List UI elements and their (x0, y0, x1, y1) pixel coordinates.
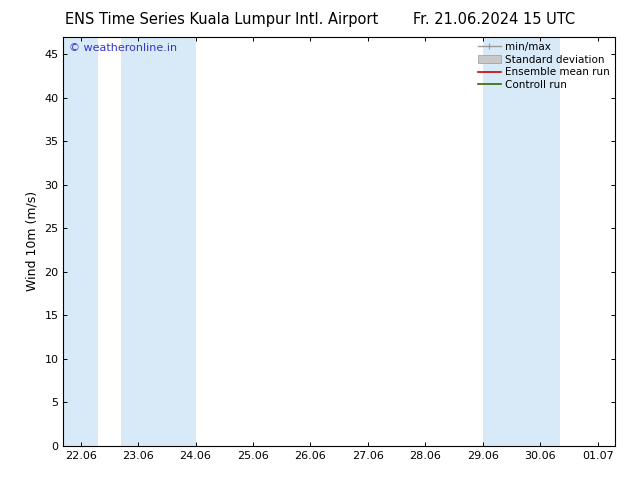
Legend: min/max, Standard deviation, Ensemble mean run, Controll run: min/max, Standard deviation, Ensemble me… (476, 40, 612, 92)
Y-axis label: Wind 10m (m/s): Wind 10m (m/s) (26, 191, 39, 292)
Bar (63, 37, 98, 446)
Text: © weatheronline.in: © weatheronline.in (69, 43, 177, 53)
Bar (121, 37, 195, 446)
Text: ENS Time Series Kuala Lumpur Intl. Airport: ENS Time Series Kuala Lumpur Intl. Airpo… (65, 12, 378, 27)
Text: Fr. 21.06.2024 15 UTC: Fr. 21.06.2024 15 UTC (413, 12, 576, 27)
Bar (615, 37, 634, 446)
Bar (483, 37, 560, 446)
